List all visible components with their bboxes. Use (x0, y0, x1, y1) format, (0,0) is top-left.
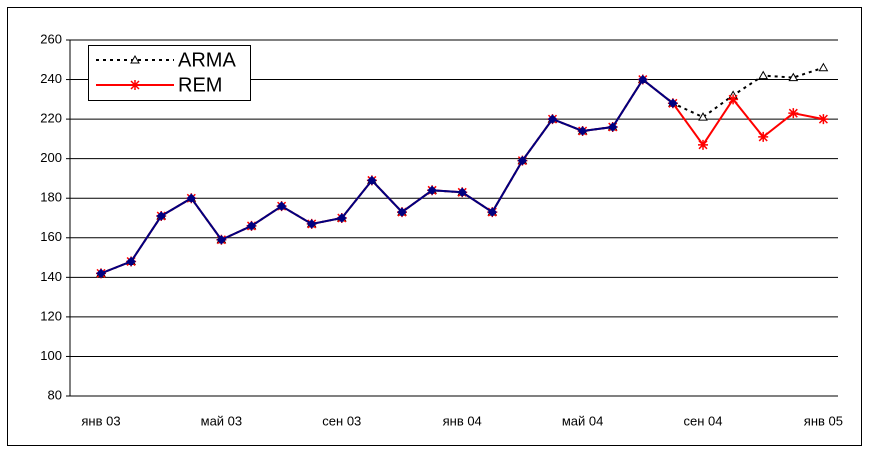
y-tick-label: 80 (48, 387, 62, 402)
diamond-marker (306, 219, 317, 229)
y-tick-label: 200 (40, 150, 62, 165)
asterisk-marker (818, 114, 829, 125)
y-tick-label: 100 (40, 348, 62, 363)
diamond-marker (668, 98, 678, 108)
x-tick-label: сен 04 (684, 413, 723, 428)
x-tick-label: янв 04 (443, 413, 482, 428)
y-tick-label: 140 (40, 269, 62, 284)
triangle-marker (698, 112, 708, 121)
diamond-marker (487, 207, 498, 217)
diamond-marker (547, 114, 558, 124)
legend: ARMA REM (88, 45, 251, 101)
diamond-marker (246, 221, 257, 231)
diamond-marker (216, 235, 227, 245)
legend-label: ARMA (178, 49, 236, 71)
y-tick-label: 260 (40, 31, 62, 46)
diamond-marker (397, 207, 407, 217)
asterisk-marker (788, 108, 799, 119)
diamond-marker (186, 193, 197, 203)
y-tick-label: 120 (40, 308, 62, 323)
diamond-marker (607, 122, 618, 132)
diamond-marker (427, 185, 437, 196)
x-tick-label: янв 03 (81, 413, 120, 428)
diamond-marker (638, 74, 648, 85)
x-tick-label: янв 05 (804, 413, 843, 428)
triangle-marker (788, 72, 799, 82)
triangle-marker (130, 54, 140, 64)
diamond-marker (156, 211, 166, 221)
asterisk-marker (698, 139, 708, 150)
x-tick-label: сен 03 (322, 413, 361, 428)
triangle-marker (818, 62, 829, 72)
y-tick-label: 160 (40, 229, 62, 244)
series-line (100, 78, 674, 275)
diamond-marker (457, 187, 467, 197)
triangle-marker (758, 70, 769, 80)
diamond-marker (96, 268, 106, 279)
asterisk-marker (758, 131, 769, 142)
x-tick-label: май 03 (201, 413, 243, 428)
y-tick-label: 240 (40, 71, 62, 86)
legend-label: REM (178, 74, 222, 96)
diamond-marker (337, 213, 347, 223)
y-tick-label: 180 (40, 190, 62, 205)
diamond-marker (367, 175, 377, 186)
asterisk-marker (728, 94, 739, 105)
x-tick-label: май 04 (562, 413, 604, 428)
diamond-marker (126, 256, 136, 267)
diamond-marker (577, 126, 588, 136)
y-tick-label: 220 (40, 111, 62, 126)
legend-box (88, 45, 251, 101)
diamond-marker (276, 201, 287, 211)
diamond-marker (517, 155, 528, 166)
asterisk-marker (130, 80, 140, 90)
